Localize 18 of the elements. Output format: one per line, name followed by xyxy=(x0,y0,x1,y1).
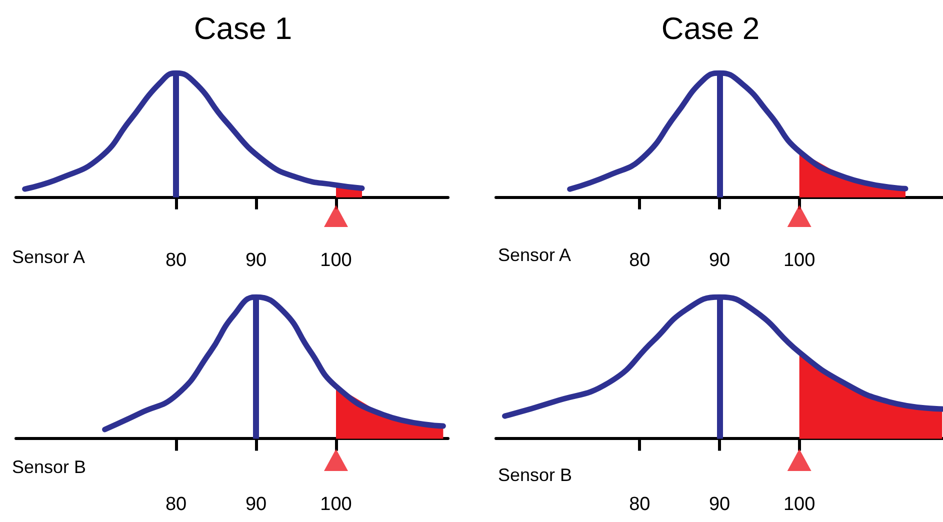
x-axis-title: Sensor B xyxy=(498,465,572,485)
chart-title: Case 1 xyxy=(194,11,292,46)
chart-title: Case 2 xyxy=(661,11,760,46)
x-tick-label: 80 xyxy=(165,250,187,271)
x-tick-label: 80 xyxy=(629,494,650,515)
x-tick-label: 100 xyxy=(320,494,352,515)
x-tick-label: 100 xyxy=(783,250,816,271)
x-axis-title: Sensor A xyxy=(12,247,86,267)
x-axis-title: Sensor B xyxy=(12,457,86,477)
x-tick-label: 90 xyxy=(708,494,730,515)
x-tick-label: 100 xyxy=(320,250,352,271)
x-tick-label: 90 xyxy=(245,494,267,515)
x-axis-title: Sensor A xyxy=(498,245,572,265)
x-tick-label: 80 xyxy=(629,250,650,271)
x-tick-label: 90 xyxy=(245,250,267,271)
x-tick-label: 100 xyxy=(783,494,816,515)
x-tick-label: 90 xyxy=(708,250,730,271)
x-tick-label: 80 xyxy=(165,494,187,515)
